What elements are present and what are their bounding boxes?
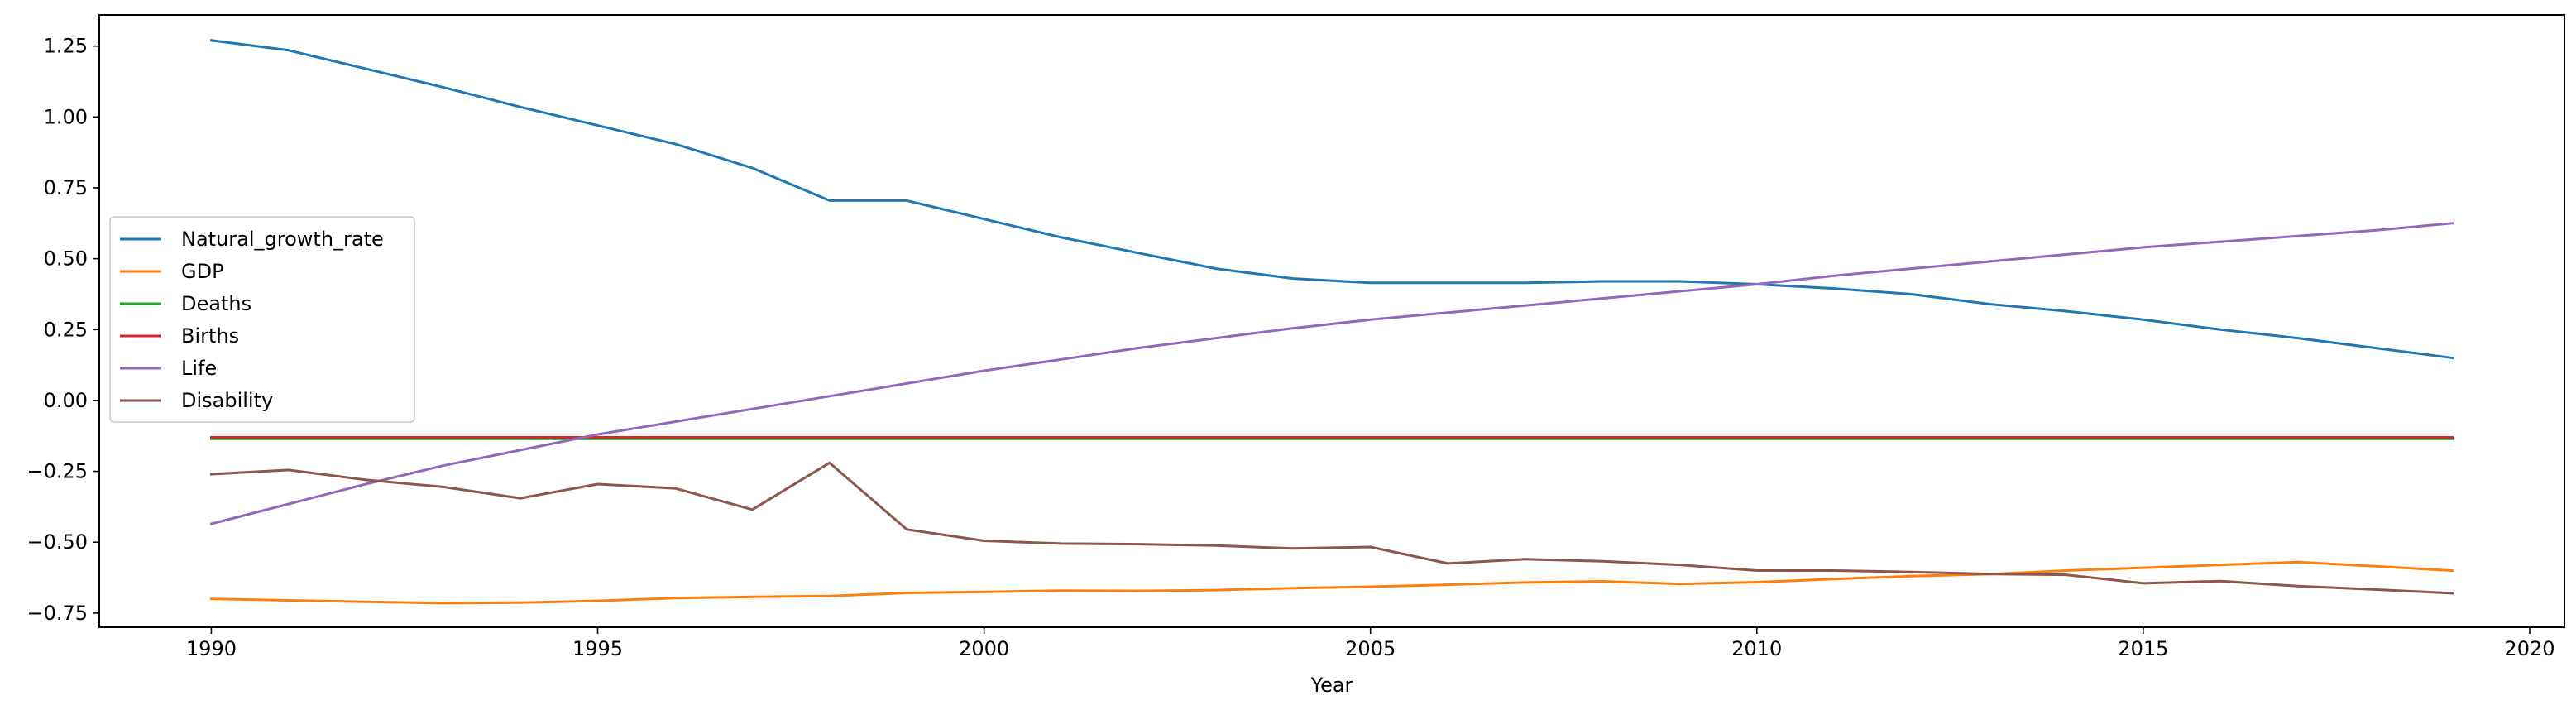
x-tick-label: 2005 [1345, 637, 1396, 660]
legend-label: GDP [181, 260, 224, 283]
legend-label: Natural_growth_rate [181, 228, 384, 251]
series-layer [209, 39, 2454, 605]
y-axis: −0.75 −0.50 −0.25 0.00 0.25 0.50 0.75 1.00 1.25 [26, 35, 99, 625]
x-tick-label: 2000 [959, 637, 1009, 660]
legend-label: Life [181, 357, 217, 380]
plot-frame [98, 14, 2565, 628]
x-axis-title: Year [1310, 674, 1353, 697]
y-tick-label: 1.00 [44, 105, 88, 128]
y-tick-label: 0.25 [44, 318, 88, 341]
series-line-disability [209, 461, 2454, 595]
x-tick-label: 1995 [572, 637, 623, 660]
series-line-life [209, 222, 2454, 525]
x-tick-label: 2015 [2118, 637, 2168, 660]
x-tick-label: 2010 [1731, 637, 1782, 660]
legend-label: Births [181, 324, 239, 348]
legend-label: Deaths [181, 292, 251, 315]
x-axis: 1990 1995 2000 2005 2010 2015 2020 [186, 627, 2555, 660]
legend: Natural_growth_rate GDP Deaths Births Life Di… [109, 216, 415, 423]
y-tick-label: −0.25 [26, 460, 88, 483]
x-tick-label: 1990 [186, 637, 237, 660]
y-tick-label: 0.75 [44, 176, 88, 199]
legend-frame [109, 216, 415, 423]
y-tick-label: 0.50 [44, 247, 88, 271]
y-tick-label: −0.75 [26, 602, 88, 625]
y-tick-label: 0.00 [44, 389, 88, 412]
y-tick-label: 1.25 [44, 35, 88, 58]
legend-label: Disability [181, 389, 273, 412]
y-tick-label: −0.50 [26, 530, 88, 554]
series-line-gdp [209, 560, 2454, 605]
x-tick-label: 2020 [2504, 637, 2554, 660]
plot-area [99, 15, 2564, 627]
series-line-natural-growth-rate [209, 39, 2454, 360]
